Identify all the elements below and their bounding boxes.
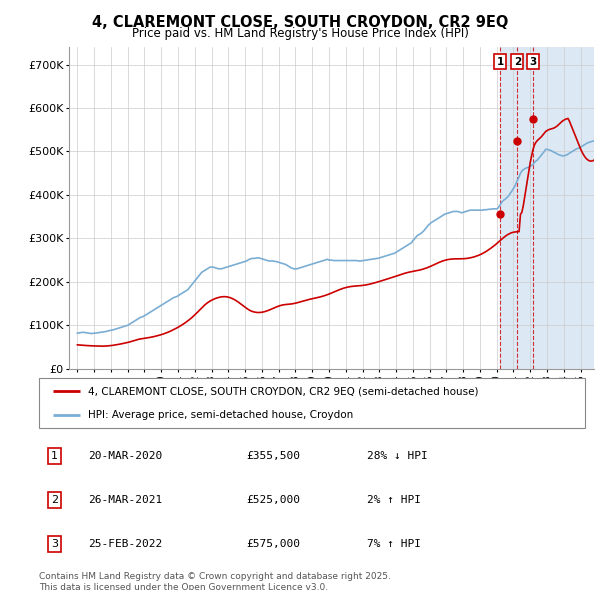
Text: 3: 3 <box>51 539 58 549</box>
Text: 28% ↓ HPI: 28% ↓ HPI <box>367 451 427 461</box>
Text: 25-FEB-2022: 25-FEB-2022 <box>88 539 163 549</box>
Text: 20-MAR-2020: 20-MAR-2020 <box>88 451 163 461</box>
Bar <box>500 47 594 369</box>
Text: 1: 1 <box>497 57 504 67</box>
Text: 2: 2 <box>51 495 58 505</box>
Text: 1: 1 <box>51 451 58 461</box>
Text: 26-MAR-2021: 26-MAR-2021 <box>88 495 163 505</box>
Text: 4, CLAREMONT CLOSE, SOUTH CROYDON, CR2 9EQ (semi-detached house): 4, CLAREMONT CLOSE, SOUTH CROYDON, CR2 9… <box>88 386 479 396</box>
Text: £525,000: £525,000 <box>247 495 301 505</box>
Text: Contains HM Land Registry data © Crown copyright and database right 2025.
This d: Contains HM Land Registry data © Crown c… <box>39 572 391 590</box>
Text: £575,000: £575,000 <box>247 539 301 549</box>
Text: 3: 3 <box>529 57 536 67</box>
Text: Price paid vs. HM Land Registry's House Price Index (HPI): Price paid vs. HM Land Registry's House … <box>131 27 469 40</box>
Text: 2% ↑ HPI: 2% ↑ HPI <box>367 495 421 505</box>
Text: £355,500: £355,500 <box>247 451 301 461</box>
Text: 4, CLAREMONT CLOSE, SOUTH CROYDON, CR2 9EQ: 4, CLAREMONT CLOSE, SOUTH CROYDON, CR2 9… <box>92 15 508 30</box>
Text: 2: 2 <box>514 57 521 67</box>
Text: 7% ↑ HPI: 7% ↑ HPI <box>367 539 421 549</box>
Text: HPI: Average price, semi-detached house, Croydon: HPI: Average price, semi-detached house,… <box>88 410 353 420</box>
FancyBboxPatch shape <box>39 378 585 428</box>
